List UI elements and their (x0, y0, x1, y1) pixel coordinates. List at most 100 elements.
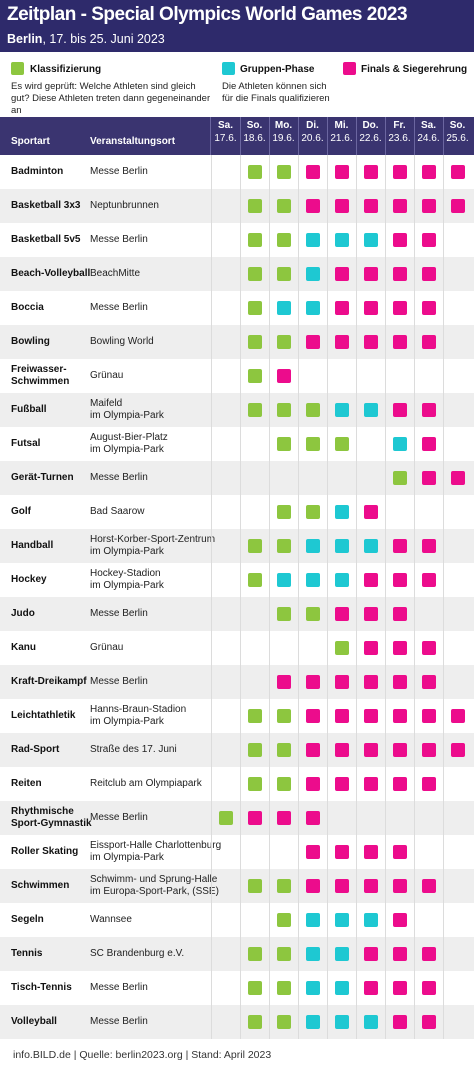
sport-name: Badminton (11, 166, 64, 177)
schedule-marker-finals (334, 165, 349, 179)
grid-line (385, 155, 386, 1039)
schedule-marker-finals (305, 879, 320, 893)
header-separator (240, 117, 241, 155)
table-row: Tisch-Tennis Messe Berlin (0, 971, 474, 1005)
venue-name: Maifeld im Olympia-Park (90, 398, 164, 421)
table-row: Kraft-Dreikampf Messe Berlin (0, 665, 474, 699)
schedule-marker-klassifizierung (276, 165, 291, 179)
schedule-marker-finals (392, 335, 407, 349)
schedule-marker-finals (450, 743, 465, 757)
schedule-marker-finals (305, 743, 320, 757)
schedule-marker-gruppen (334, 981, 349, 995)
schedule-marker-finals (421, 675, 436, 689)
schedule-marker-klassifizierung (247, 879, 262, 893)
schedule-marker-klassifizierung (247, 165, 262, 179)
table-row: Basketball 3x3 Neptunbrunnen (0, 189, 474, 223)
subtitle-city: Berlin (7, 32, 43, 46)
schedule-marker-klassifizierung (305, 437, 320, 451)
schedule-marker-finals (421, 539, 436, 553)
schedule-marker-klassifizierung (276, 879, 291, 893)
table-row: Fußball Maifeld im Olympia-Park (0, 393, 474, 427)
subtitle-dates: , 17. bis 25. Juni 2023 (42, 32, 165, 46)
schedule-marker-gruppen (305, 301, 320, 315)
page-title: Zeitplan - Special Olympics World Games … (7, 4, 408, 25)
schedule-marker-finals (363, 879, 378, 893)
day-header-6: Fr. 23.6. (385, 119, 414, 145)
schedule-marker-finals (421, 301, 436, 315)
schedule-marker-klassifizierung (276, 607, 291, 621)
schedule-marker-klassifizierung (334, 437, 349, 451)
venue-name: Schwimm- und Sprung-Halle im Europa-Spor… (90, 874, 219, 897)
schedule-marker-finals (450, 471, 465, 485)
venue-name: Grünau (90, 642, 124, 653)
schedule-marker-klassifizierung (218, 811, 233, 825)
schedule-marker-finals (363, 947, 378, 961)
day-header-3: Di. 20.6. (298, 119, 327, 145)
schedule-marker-finals (392, 709, 407, 723)
schedule-marker-klassifizierung (276, 1015, 291, 1029)
schedule-marker-finals (363, 573, 378, 587)
day-name: Di. (306, 120, 319, 131)
day-name: Fr. (393, 120, 406, 131)
schedule-marker-finals (392, 267, 407, 281)
grid-line (414, 155, 415, 1039)
schedule-marker-finals (334, 301, 349, 315)
table-row: Futsal August-Bier-Platz im Olympia-Park (0, 427, 474, 461)
sport-name: Beach-Volleyball (11, 268, 91, 279)
header-separator (414, 117, 415, 155)
sport-name: Bowling (11, 336, 50, 347)
schedule-marker-klassifizierung (276, 947, 291, 961)
sport-name: Futsal (11, 438, 41, 449)
table-row: Segeln Wannsee (0, 903, 474, 937)
schedule-marker-finals (334, 199, 349, 213)
venue-name: Messe Berlin (90, 1016, 148, 1027)
schedule-marker-finals (363, 981, 378, 995)
schedule-marker-finals (305, 335, 320, 349)
schedule-marker-klassifizierung (247, 403, 262, 417)
schedule-marker-finals (363, 301, 378, 315)
sport-name: Kraft-Dreikampf (11, 676, 87, 687)
schedule-marker-gruppen (334, 403, 349, 417)
schedule-marker-klassifizierung (334, 641, 349, 655)
schedule-marker-gruppen (305, 947, 320, 961)
schedule-marker-gruppen (334, 233, 349, 247)
table-row: Rad-Sport Straße des 17. Juni (0, 733, 474, 767)
schedule-marker-klassifizierung (247, 199, 262, 213)
table-row: Freiwasser- Schwimmen Grünau (0, 359, 474, 393)
schedule-marker-finals (392, 301, 407, 315)
schedule-marker-klassifizierung (247, 539, 262, 553)
schedule-marker-klassifizierung (247, 947, 262, 961)
header-separator (443, 117, 444, 155)
sport-name: Leichtathletik (11, 710, 76, 721)
schedule-marker-finals (421, 947, 436, 961)
sport-name: Boccia (11, 302, 44, 313)
venue-name: Messe Berlin (90, 234, 148, 245)
grid-line (327, 155, 328, 1039)
schedule-marker-finals (334, 879, 349, 893)
schedule-marker-finals (392, 199, 407, 213)
schedule-marker-klassifizierung (276, 505, 291, 519)
schedule-marker-gruppen (334, 573, 349, 587)
header-separator (269, 117, 270, 155)
day-header-1: So. 18.6. (240, 119, 269, 145)
schedule-marker-klassifizierung (247, 301, 262, 315)
venue-name: Neptunbrunnen (90, 200, 159, 211)
schedule-marker-finals (363, 165, 378, 179)
schedule-marker-finals (363, 845, 378, 859)
day-header-2: Mo. 19.6. (269, 119, 298, 145)
legend-finals-label: Finals & Siegerehrung (361, 64, 468, 75)
venue-name: Bowling World (90, 336, 154, 347)
schedule-marker-gruppen (305, 539, 320, 553)
schedule-marker-klassifizierung (247, 1015, 262, 1029)
schedule-marker-finals (392, 879, 407, 893)
schedule-marker-klassifizierung (276, 743, 291, 757)
schedule-marker-finals (421, 403, 436, 417)
day-date: 18.6. (243, 133, 266, 144)
schedule-marker-klassifizierung (247, 335, 262, 349)
venue-name: BeachMitte (90, 268, 141, 279)
schedule-marker-gruppen (276, 573, 291, 587)
schedule-marker-finals (421, 233, 436, 247)
schedule-marker-klassifizierung (276, 233, 291, 247)
venue-name: Messe Berlin (90, 166, 148, 177)
table-row: Boccia Messe Berlin (0, 291, 474, 325)
